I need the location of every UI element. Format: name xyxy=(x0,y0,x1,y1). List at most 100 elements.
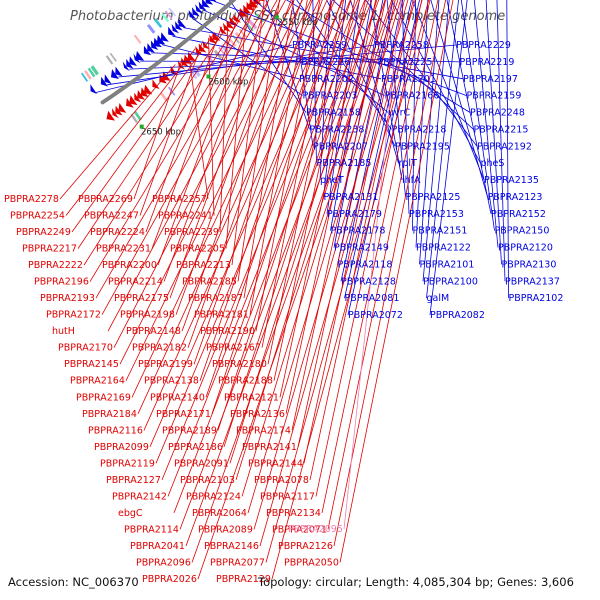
leader-line xyxy=(460,0,495,231)
gene-label: PBPRA2247 xyxy=(84,211,139,222)
gene-label: PBPRA2187 xyxy=(188,293,243,304)
leader-line xyxy=(223,0,369,447)
gene-label: PBPRA2199 xyxy=(138,359,193,370)
gene-feature xyxy=(209,34,217,44)
gene-label: PBPRA2135 xyxy=(484,175,539,186)
leader-line xyxy=(113,0,295,348)
leader-line xyxy=(429,0,468,316)
gene-label: PBPRA2185 xyxy=(317,158,372,169)
gene-label: PBPRA2117 xyxy=(260,491,315,502)
leader-line xyxy=(326,0,360,214)
gene-feature xyxy=(234,31,244,42)
gene-label: PBPRA2179 xyxy=(327,209,382,220)
gene-label: PBPRA2192 xyxy=(477,141,532,152)
gene-label: PBPRA2141 xyxy=(242,442,297,453)
gene-label: PBPRA2118 xyxy=(338,259,393,270)
leader-line xyxy=(155,0,351,464)
leader-line xyxy=(143,0,336,431)
leader-line xyxy=(149,0,344,447)
leader-line xyxy=(343,0,402,530)
gene-feature xyxy=(147,43,155,53)
gene-feature xyxy=(218,46,226,56)
leader-line xyxy=(333,0,384,248)
gene-feature xyxy=(109,52,117,62)
tick-label: 2600 kbp xyxy=(208,77,248,87)
gene-label: PBPRA2169 xyxy=(76,392,131,403)
gene-label: PBPRA2149 xyxy=(334,243,389,254)
leader-line xyxy=(446,0,492,214)
leader-line xyxy=(151,9,242,249)
gene-label: PBPRA2178 xyxy=(331,226,386,237)
gene-label: PBPRA2239 xyxy=(164,227,219,238)
leader-line xyxy=(131,0,320,398)
gene-feature xyxy=(143,84,153,95)
gene-label: PBPRA2124 xyxy=(186,491,241,502)
gene-label: PBPRA2231 xyxy=(96,244,151,255)
gene-label: PBPRA2129 xyxy=(216,574,271,585)
leader-line xyxy=(77,15,235,249)
leader-line xyxy=(217,0,361,431)
leader-line xyxy=(237,0,280,282)
leader-line xyxy=(430,0,488,198)
leader-line xyxy=(401,0,410,214)
leader-line xyxy=(247,0,401,514)
gene-label: PBPRA2167 xyxy=(206,343,261,354)
gene-label: PBPRA2131 xyxy=(324,192,379,203)
gene-label: PBPRA2248 xyxy=(470,108,525,119)
chromosome-backbone xyxy=(100,0,237,105)
gene-feature xyxy=(160,92,168,102)
leader-line xyxy=(179,0,380,530)
leader-line xyxy=(119,0,303,365)
leader-line xyxy=(71,31,216,233)
leader-line xyxy=(365,0,478,147)
gene-label: PBPRA2128 xyxy=(341,276,396,287)
leader-line xyxy=(59,64,176,200)
gene-label: PBPRA2224 xyxy=(90,227,145,238)
leader-line xyxy=(191,0,393,563)
gene-feature xyxy=(115,66,123,77)
leader-line xyxy=(95,0,270,299)
gene-label: PBPRA2095 xyxy=(288,524,343,535)
gene-feature xyxy=(233,13,242,23)
gene-label: PBPRA2172 xyxy=(46,310,101,321)
gene-label: ihfA xyxy=(402,175,421,186)
leader-line xyxy=(496,0,506,282)
leader-line xyxy=(161,44,300,80)
accession-label: Accession: NC_006370 xyxy=(8,575,139,589)
leader-line xyxy=(139,43,203,216)
gene-label: PBPRA2026 xyxy=(142,574,197,585)
gene-feature xyxy=(129,95,138,106)
gene-label: PBPRA2119 xyxy=(100,458,155,469)
gene-label: PBPRA2148 xyxy=(126,326,181,337)
gene-label: hutH xyxy=(52,326,75,337)
gene-label: PBPRA2145 xyxy=(64,359,119,370)
leader-line xyxy=(211,0,352,414)
gene-label: PBPRA2185 xyxy=(182,277,237,288)
gene-feature xyxy=(87,67,96,78)
leader-line xyxy=(485,0,502,265)
gene-feature xyxy=(164,10,173,20)
gene-label: PBPRA2138 xyxy=(144,376,199,387)
leader-line xyxy=(229,0,307,113)
leader-line xyxy=(243,0,295,299)
leader-line xyxy=(259,0,416,547)
leader-line xyxy=(185,0,386,547)
leader-line xyxy=(473,0,499,248)
gene-label: PBPRA2064 xyxy=(192,508,247,519)
gene-feature xyxy=(168,26,176,37)
leader-line xyxy=(219,21,229,233)
leader-line xyxy=(241,0,394,497)
gene-label: PBPRA2207 xyxy=(313,141,368,152)
leader-line xyxy=(255,0,321,332)
leader-line xyxy=(107,0,286,332)
gene-label: PBPRA2200 xyxy=(102,260,157,271)
gene-feature xyxy=(205,0,214,5)
leader-line xyxy=(273,0,356,381)
gene-label: PBPRA2213 xyxy=(176,260,231,271)
leader-line xyxy=(83,0,253,266)
gene-feature xyxy=(257,0,265,2)
gene-feature xyxy=(175,21,183,31)
gene-feature xyxy=(130,113,139,124)
leader-line xyxy=(167,0,366,497)
gene-label: PBPRA2123 xyxy=(488,192,543,203)
